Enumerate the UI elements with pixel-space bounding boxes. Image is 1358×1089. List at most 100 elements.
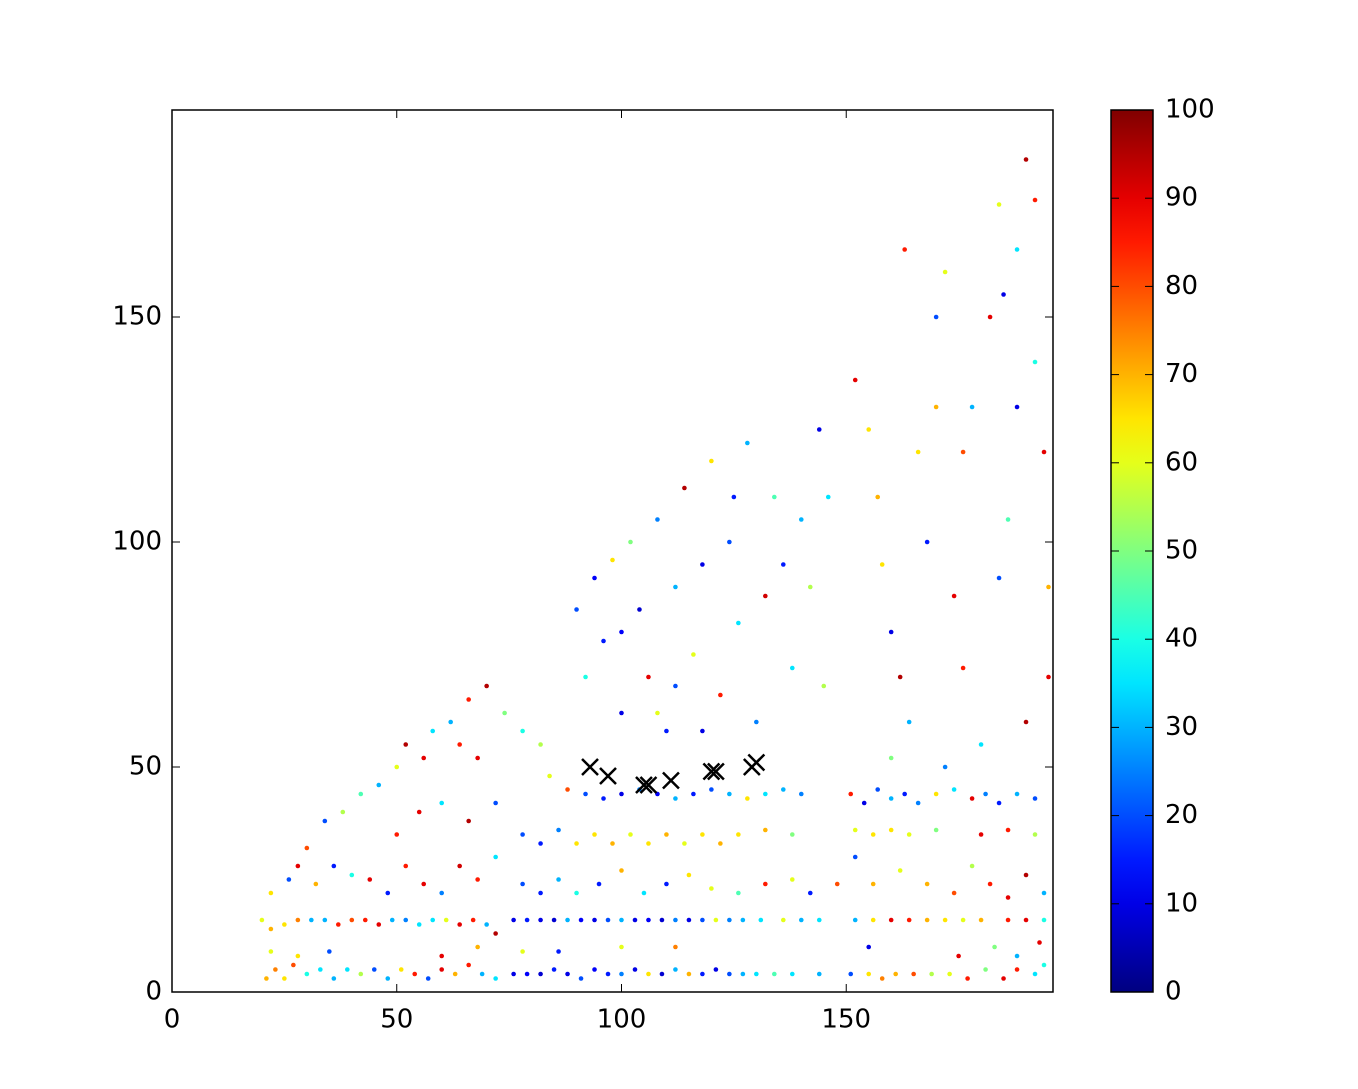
scatter-point [448,719,453,725]
scatter-point [727,791,732,797]
scatter-point [592,917,597,923]
x-tick-label: 100 [597,1005,647,1035]
scatter-point [596,881,602,887]
scatter-point [632,917,638,923]
scatter-point [619,944,624,950]
scatter-point [632,967,638,972]
scatter-point [879,562,885,567]
scatter-point [1041,917,1047,923]
scatter-point [619,791,624,797]
scatter-point [807,584,813,590]
scatter-point [709,886,714,891]
scatter-point [727,971,732,977]
scatter-point [1032,359,1038,365]
scatter-point [282,976,287,981]
x-marker [702,762,721,781]
scatter-point [457,863,462,869]
scatter-point [960,665,966,671]
scatter-point [763,881,768,887]
scatter-point [659,971,665,977]
scatter-point [875,787,880,792]
scatter-point [1005,917,1011,923]
scatter-point [362,917,368,923]
scatter-point [493,800,498,806]
scatter-point [996,575,1002,581]
colorbar-tick-label: 50 [1165,536,1198,566]
scatter-point [902,791,907,797]
scatter-point [816,971,822,977]
scatter-point [875,494,880,500]
scatter-point [983,967,988,972]
scatter-point [736,620,741,626]
scatter-point [520,881,525,887]
scatter-point [619,971,624,977]
scatter-point [331,976,337,981]
scatter-point [664,832,669,837]
scatter-point [664,881,669,887]
scatter-point [403,863,409,869]
scatter-point [700,728,705,734]
scatter-point [1014,247,1020,252]
scatter-point [592,575,597,581]
scatter-point [754,719,759,725]
scatter-point [295,917,301,923]
scatter-point [969,404,975,410]
scatter-point [412,971,418,977]
scatter-point [538,841,543,846]
scatter-point [470,917,476,923]
scatter-point [371,967,377,972]
scatter-point [852,854,858,860]
scatter-point [951,890,957,896]
scatter-point [807,890,813,896]
scatter-point [443,917,449,923]
scatter-point [511,971,516,977]
colorbar-tick-label: 90 [1165,183,1198,213]
scatter-point [718,841,723,846]
scatter-point [852,827,858,833]
scatter-point [538,971,543,977]
scatter-point [538,742,543,747]
scatter-point [1032,197,1038,203]
scatter-point [592,967,597,972]
scatter-point [421,755,427,761]
colorbar-tick-label: 100 [1165,95,1215,125]
scatter-point [852,917,858,923]
scatter-point [664,728,669,734]
scatter-point [493,854,498,860]
scatter-point [439,890,444,896]
scatter-point [655,517,660,522]
scatter-point [273,967,278,972]
scatter-point [520,949,525,954]
scatter-point [1023,719,1029,725]
scatter-point [781,917,786,923]
scatter-point [1032,796,1038,801]
scatter-point [457,742,462,747]
scatter-point [709,458,714,464]
scatter-point [484,922,489,927]
scatter-point [745,440,750,446]
scatter-point [295,953,301,959]
scatter-point [331,863,337,869]
scatter-point [345,967,350,972]
x-tick-label: 50 [380,1005,413,1035]
scatter-point [821,683,827,689]
scatter-point [1005,517,1011,522]
scatter-point [996,800,1002,806]
scatter-point [861,800,867,806]
scatter-point [551,967,557,972]
scatter-point [1032,971,1038,977]
scatter-point [956,953,961,959]
axes-frame [171,109,1054,993]
scatter-point [452,971,458,977]
y-tick-label: 0 [145,977,162,1007]
scatter-point [924,881,930,887]
scatter-point [713,967,719,972]
y-tick-label: 50 [129,752,162,782]
scatter-point [403,917,409,923]
scatter-point [947,971,952,977]
scatter-point [385,976,391,981]
scatter-point [574,607,579,612]
scatter-point [798,517,804,522]
scatter-point [933,827,939,833]
scatter-point [969,796,975,801]
